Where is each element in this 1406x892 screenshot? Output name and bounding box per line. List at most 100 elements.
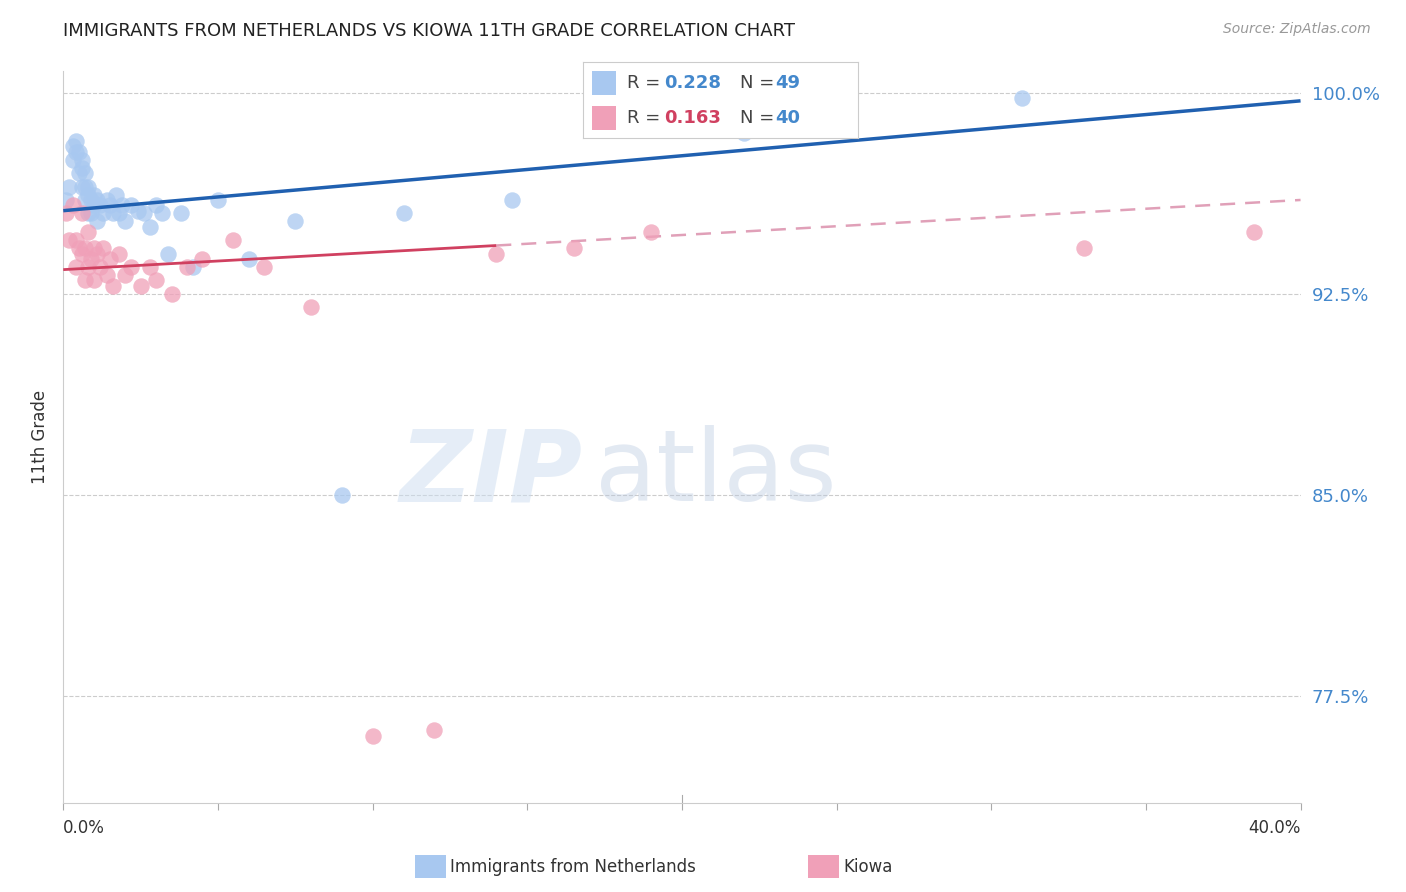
Kiowa xyxy=(423,723,446,738)
Immigrants from Netherlands xyxy=(62,153,84,167)
Kiowa xyxy=(485,246,508,260)
Text: R =: R = xyxy=(627,74,666,92)
Immigrants from Netherlands xyxy=(55,193,77,207)
Y-axis label: 11th Grade: 11th Grade xyxy=(31,390,49,484)
Kiowa xyxy=(253,260,276,274)
Kiowa xyxy=(222,233,245,247)
Kiowa xyxy=(299,300,322,314)
Kiowa xyxy=(1073,241,1095,255)
Immigrants from Netherlands xyxy=(83,198,105,212)
Immigrants from Netherlands xyxy=(65,145,87,159)
Text: 0.228: 0.228 xyxy=(665,74,721,92)
Kiowa xyxy=(191,252,214,266)
Text: 49: 49 xyxy=(776,74,800,92)
Bar xyxy=(592,105,616,130)
Kiowa xyxy=(139,260,162,274)
Immigrants from Netherlands xyxy=(132,206,155,220)
Kiowa xyxy=(640,225,662,239)
Immigrants from Netherlands xyxy=(170,206,193,220)
Immigrants from Netherlands xyxy=(80,193,103,207)
Kiowa xyxy=(120,260,142,274)
Immigrants from Netherlands xyxy=(70,161,93,175)
Immigrants from Netherlands xyxy=(77,206,100,220)
Immigrants from Netherlands xyxy=(77,187,100,202)
Immigrants from Netherlands xyxy=(62,139,84,153)
Immigrants from Netherlands xyxy=(330,488,353,502)
Text: Kiowa: Kiowa xyxy=(844,858,893,876)
Immigrants from Netherlands xyxy=(127,203,149,218)
Immigrants from Netherlands xyxy=(67,145,90,159)
Kiowa xyxy=(114,268,136,282)
Immigrants from Netherlands xyxy=(207,193,229,207)
Text: Source: ZipAtlas.com: Source: ZipAtlas.com xyxy=(1223,22,1371,37)
Immigrants from Netherlands xyxy=(73,179,96,194)
Immigrants from Netherlands xyxy=(392,206,415,220)
Kiowa xyxy=(108,246,131,260)
Kiowa xyxy=(145,273,167,287)
Immigrants from Netherlands xyxy=(157,246,180,260)
Text: 0.0%: 0.0% xyxy=(63,819,105,837)
Kiowa xyxy=(562,241,585,255)
Kiowa xyxy=(101,278,124,293)
Kiowa xyxy=(67,241,90,255)
Kiowa xyxy=(58,233,80,247)
Immigrants from Netherlands xyxy=(120,198,142,212)
Immigrants from Netherlands xyxy=(139,219,162,234)
Text: Immigrants from Netherlands: Immigrants from Netherlands xyxy=(450,858,696,876)
Kiowa xyxy=(55,206,77,220)
Kiowa xyxy=(96,268,118,282)
Kiowa xyxy=(65,233,87,247)
Immigrants from Netherlands xyxy=(67,166,90,180)
Kiowa xyxy=(70,246,93,260)
Kiowa xyxy=(93,241,115,255)
Kiowa xyxy=(80,252,103,266)
Immigrants from Netherlands xyxy=(238,252,260,266)
Immigrants from Netherlands xyxy=(145,198,167,212)
Immigrants from Netherlands xyxy=(58,179,80,194)
Immigrants from Netherlands xyxy=(501,193,523,207)
Immigrants from Netherlands xyxy=(65,134,87,148)
Kiowa xyxy=(129,278,152,293)
Immigrants from Netherlands xyxy=(73,193,96,207)
Kiowa xyxy=(176,260,198,274)
Immigrants from Netherlands xyxy=(77,179,100,194)
Immigrants from Netherlands xyxy=(284,214,307,228)
Text: N =: N = xyxy=(740,74,780,92)
Text: atlas: atlas xyxy=(595,425,837,522)
Kiowa xyxy=(70,206,93,220)
Immigrants from Netherlands xyxy=(70,153,93,167)
Immigrants from Netherlands xyxy=(98,198,121,212)
Immigrants from Netherlands xyxy=(111,198,134,212)
Immigrants from Netherlands xyxy=(93,206,115,220)
Kiowa xyxy=(1243,225,1265,239)
Kiowa xyxy=(83,241,105,255)
Text: N =: N = xyxy=(740,109,780,127)
Immigrants from Netherlands xyxy=(86,214,108,228)
Immigrants from Netherlands xyxy=(181,260,204,274)
Immigrants from Netherlands xyxy=(733,126,755,140)
Text: ZIP: ZIP xyxy=(399,425,583,522)
Immigrants from Netherlands xyxy=(86,193,108,207)
Immigrants from Netherlands xyxy=(150,206,173,220)
Kiowa xyxy=(86,246,108,260)
Kiowa xyxy=(160,286,183,301)
Kiowa xyxy=(65,260,87,274)
Kiowa xyxy=(73,273,96,287)
Immigrants from Netherlands xyxy=(80,206,103,220)
Kiowa xyxy=(98,252,121,266)
Kiowa xyxy=(83,273,105,287)
Immigrants from Netherlands xyxy=(96,193,118,207)
Kiowa xyxy=(77,260,100,274)
Kiowa xyxy=(62,198,84,212)
Kiowa xyxy=(361,729,384,743)
Immigrants from Netherlands xyxy=(89,198,111,212)
Immigrants from Netherlands xyxy=(108,206,131,220)
Text: IMMIGRANTS FROM NETHERLANDS VS KIOWA 11TH GRADE CORRELATION CHART: IMMIGRANTS FROM NETHERLANDS VS KIOWA 11T… xyxy=(63,22,796,40)
Immigrants from Netherlands xyxy=(104,187,127,202)
Text: 40: 40 xyxy=(776,109,800,127)
Kiowa xyxy=(89,260,111,274)
Immigrants from Netherlands xyxy=(114,214,136,228)
Text: 40.0%: 40.0% xyxy=(1249,819,1301,837)
Bar xyxy=(592,70,616,95)
Immigrants from Netherlands xyxy=(1011,91,1033,105)
